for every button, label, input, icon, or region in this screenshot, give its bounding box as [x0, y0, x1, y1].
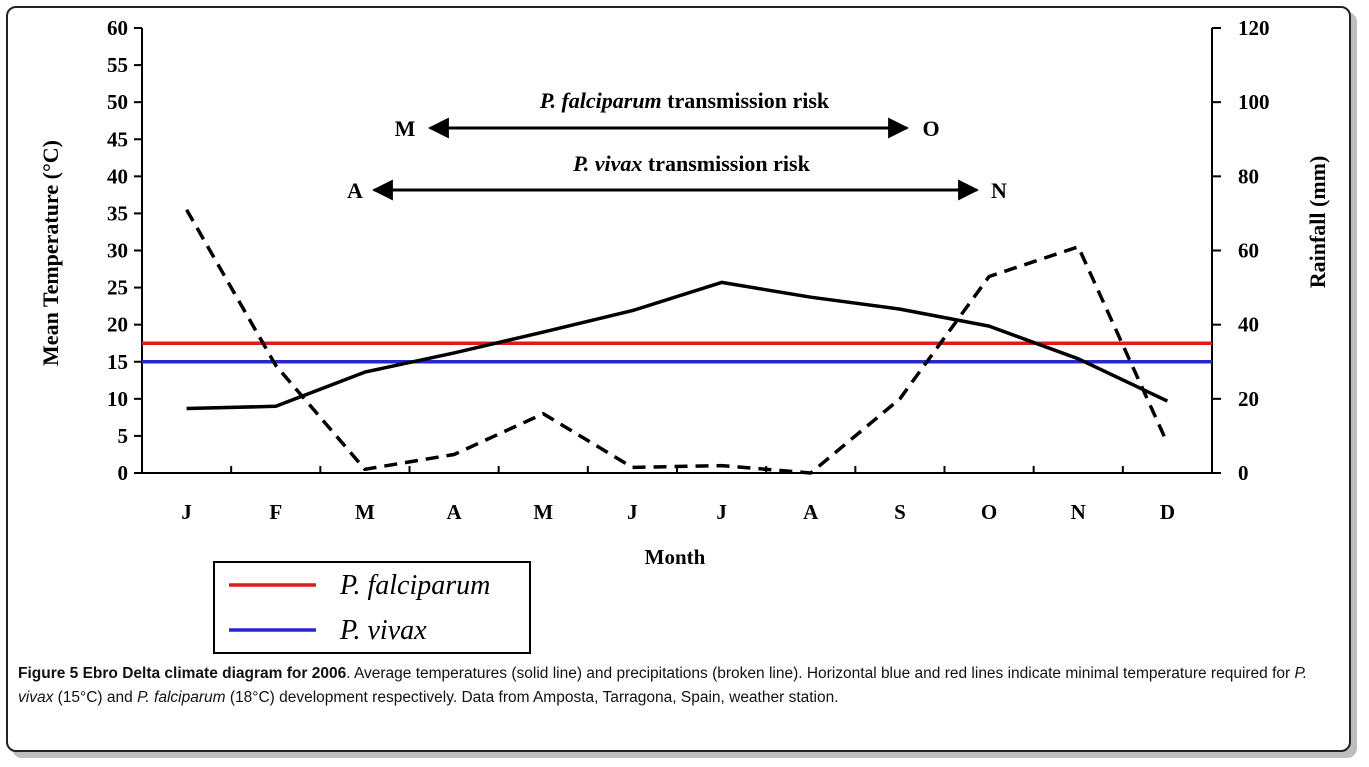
x-tick-label: M [355, 500, 375, 524]
y-tick-label: 10 [107, 387, 128, 411]
annotation-end-label: N [991, 178, 1007, 203]
y2-tick-label: 20 [1238, 387, 1259, 411]
caption-title: Figure 5 Ebro Delta climate diagram for … [18, 665, 347, 682]
data-series [185, 208, 1169, 475]
y2-tick-label: 80 [1238, 164, 1259, 188]
y2-tick-label: 60 [1238, 239, 1259, 263]
annotation-title: P. vivax transmission risk [572, 151, 810, 176]
y-tick-label: 15 [107, 350, 128, 374]
caption-falciparum: P. falciparum [137, 689, 226, 706]
caption-text-2: (15°C) and [53, 689, 138, 706]
x-tick-label: N [1071, 500, 1086, 524]
y-tick-label: 45 [107, 127, 128, 151]
caption-text-1: . Average temperatures (solid line) and … [346, 665, 1295, 682]
x-tick-label: A [803, 500, 819, 524]
series-line-temperature [186, 280, 1169, 411]
x-tick-label: J [627, 500, 638, 524]
climate-chart: 0 5 10 15 20 25 30 35 40 45 50 55 60 0 20 40 60 80 100 120 J… [38, 16, 1330, 654]
legend: P. falciparum P. vivax [213, 561, 531, 654]
x-tick-label: M [533, 500, 553, 524]
figure-caption: Figure 5 Ebro Delta climate diagram for … [18, 662, 1338, 710]
y-tick-label: 30 [107, 239, 128, 263]
annotation-start-label: A [347, 178, 363, 203]
caption-vivax: P. vivax [18, 665, 1308, 706]
y-tick-label: 55 [107, 53, 128, 77]
transmission-annotations: P. falciparum transmission risk M O P. viva… [347, 88, 1007, 203]
annotation-start-label: M [395, 116, 416, 141]
legend-label: P. falciparum [339, 570, 490, 601]
x-tick-label: D [1160, 500, 1175, 524]
x-tick-label: A [446, 500, 462, 524]
threshold-lines [142, 341, 1212, 364]
legend-label: P. vivax [339, 615, 427, 646]
x-tick-label: S [894, 500, 906, 524]
x-tick-label: J [716, 500, 727, 524]
y2-tick-label: 40 [1238, 313, 1259, 337]
annotation-end-label: O [922, 116, 939, 141]
legend-box [213, 561, 531, 654]
y-tick-label: 60 [107, 16, 128, 40]
y-tick-label: 40 [107, 164, 128, 188]
series-line-rainfall [185, 208, 1169, 475]
y-tick-label: 25 [107, 276, 128, 300]
y-tick-label: 35 [107, 201, 128, 225]
y-tick-label: 20 [107, 313, 128, 337]
y2-axis-label: Rainfall (mm) [1305, 156, 1330, 289]
y2-tick-label: 100 [1238, 90, 1270, 114]
y-tick-label: 0 [118, 461, 129, 485]
y-tick-label: 50 [107, 90, 128, 114]
annotation-title: P. falciparum transmission risk [539, 88, 830, 113]
caption-text-3: (18°C) development respectively. Data fr… [225, 689, 839, 706]
x-tick-label: O [981, 500, 997, 524]
axes: 0 5 10 15 20 25 30 35 40 45 50 55 60 0 20 40 60 80 100 120 J… [38, 16, 1330, 569]
x-tick-label: J [181, 500, 192, 524]
y2-tick-label: 120 [1238, 16, 1270, 40]
y2-tick-label: 0 [1238, 461, 1249, 485]
x-tick-label: F [269, 500, 282, 524]
y-tick-label: 5 [118, 424, 129, 448]
x-axis-label: Month [645, 545, 706, 569]
y-axis-label: Mean Temperature (°C) [38, 140, 63, 366]
